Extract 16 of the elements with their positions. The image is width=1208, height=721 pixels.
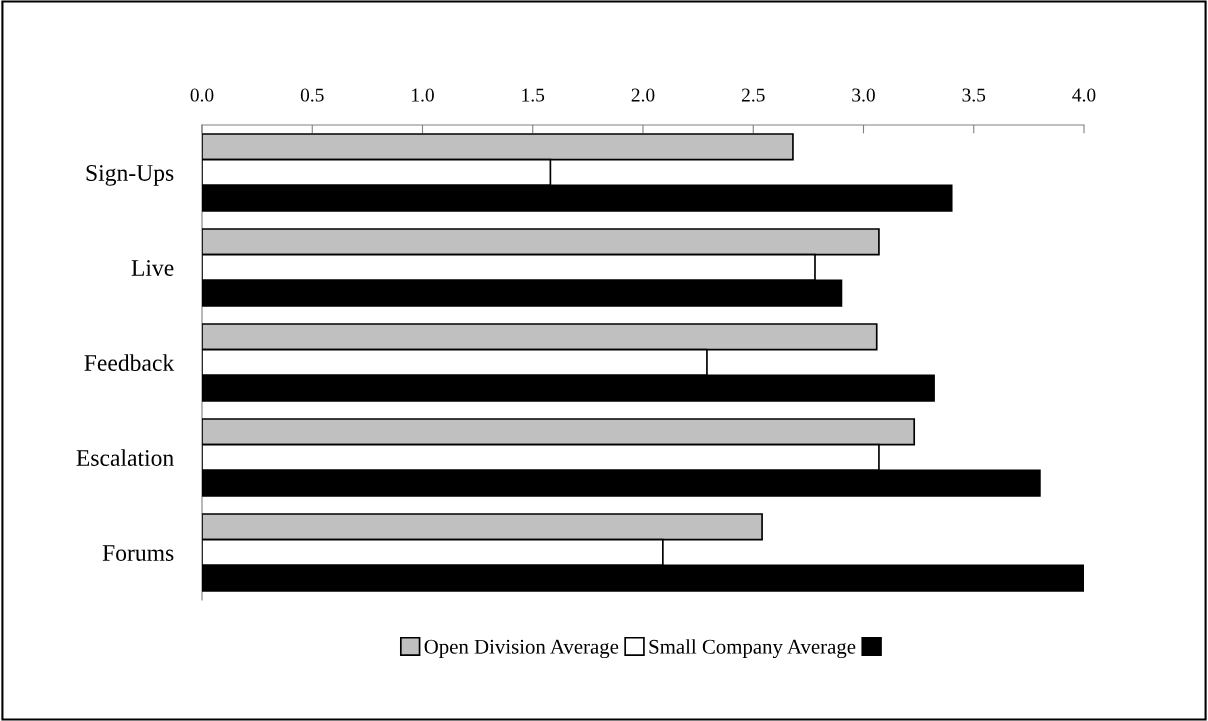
x-tick-label: 4.0 [1072,88,1096,102]
x-tick-label: 0.0 [190,88,214,102]
legend-label: Small Company Average [649,639,856,659]
y-tick-label: Forums [102,545,174,561]
x-tick-label: 3.0 [852,88,875,102]
y-tick-label: Escalation [76,449,174,466]
x-tick-label: 2.5 [741,88,765,102]
x-tick-label: 1.5 [522,88,545,102]
x-tick-label: 0.5 [300,88,324,102]
y-tick-label: Sign-Ups [86,165,174,186]
x-tick-label: 2.0 [631,88,655,102]
x-tick-label: 3.5 [962,88,986,102]
legend-label: Open Division Average [424,639,619,659]
y-tick-label: Feedback [84,354,175,371]
x-tick-label: 1.0 [412,88,434,102]
y-tick-label: Live [131,260,174,276]
